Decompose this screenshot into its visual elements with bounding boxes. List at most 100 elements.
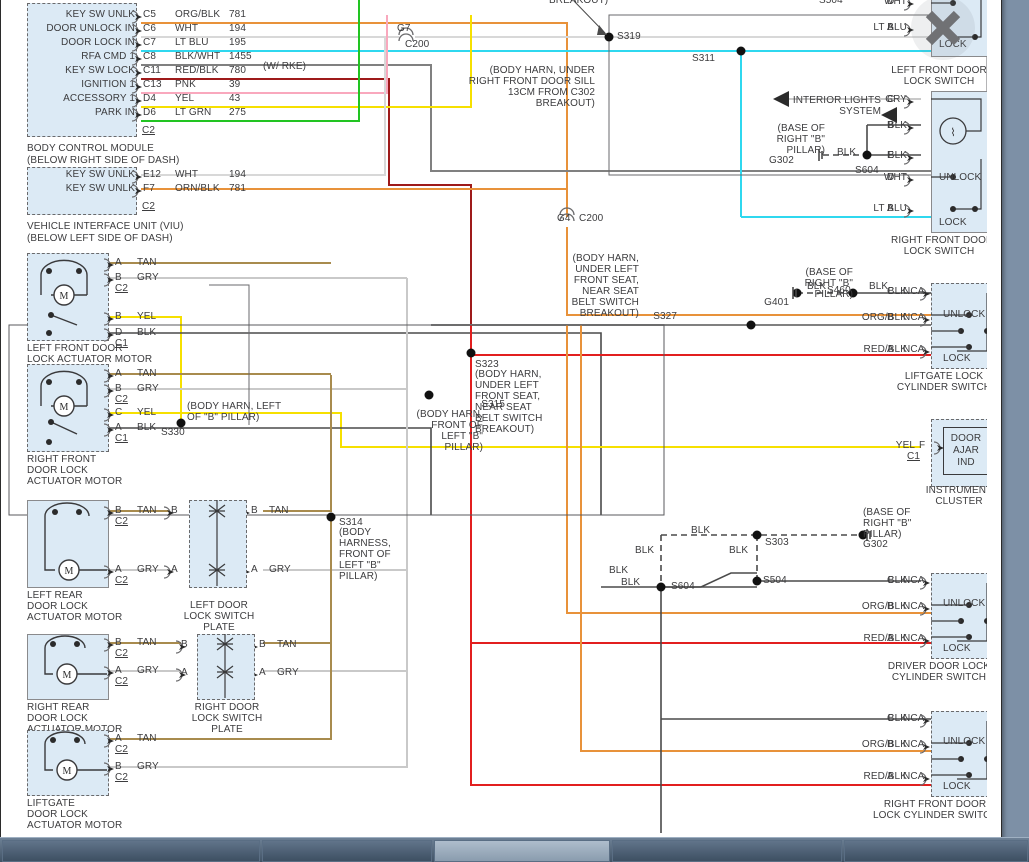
cluster-connector: C1 [907, 451, 920, 462]
driver-cyl-color-1: ORG/BLK [861, 601, 907, 612]
lg-connector-0 [103, 734, 114, 748]
rf-cyl-pin-2: A [887, 771, 894, 782]
lr-conn-0: C2 [115, 516, 128, 527]
left-switch-plate-name: LEFT DOOR LOCK SWITCH PLATE [183, 600, 255, 633]
viu-circuit-0: 194 [229, 169, 246, 180]
diagram-window: .w{fill:none;stroke-width:2;} .thin{fill… [0, 0, 1002, 841]
lsp-right-pin-0: B [251, 505, 258, 516]
liftgate-cyl-conn-1: NCA [903, 312, 925, 323]
taskbar-item-5[interactable] [844, 840, 1028, 862]
ground-wire-label-0: BLK [691, 525, 711, 536]
wiring-schematic: .w{fill:none;stroke-width:2;} .thin{fill… [8, 0, 987, 833]
bcm-pin-label-0: KEY SW UNLK [65, 9, 135, 20]
splice-id-S460: S460 [827, 285, 851, 296]
viu-name-line2: (BELOW LEFT SIDE OF DASH) [27, 233, 173, 244]
bcm-circuit-6: 43 [229, 93, 241, 104]
ground-id-G302b: G302 [863, 539, 888, 550]
bcm-pin-note-3: (W/ RKE) [263, 61, 307, 72]
vehicle-interface-unit-box[interactable] [27, 167, 137, 215]
viu-connector-pin-1 [131, 184, 142, 198]
splice-label-S327: (BODY HARN, UNDER LEFT FRONT SEAT, NEAR … [571, 253, 639, 319]
bcm-connector-pin-5 [131, 80, 142, 94]
left-front-lock-switch-name: LEFT FRONT DOOR LOCK SWITCH [891, 65, 987, 87]
rf-switch-connector-4 [903, 204, 914, 218]
lf-switch-lock-label: LOCK [939, 39, 967, 50]
taskbar-item-4[interactable] [612, 840, 842, 862]
svg-text:⌇: ⌇ [950, 127, 955, 139]
liftgate-cyl-color-0: BLK [887, 286, 907, 297]
lf-color-3: BLK [137, 327, 157, 338]
driver-cyl-conn-2: NCA [903, 633, 925, 644]
liftgate-cylinder-switch-box[interactable] [931, 283, 987, 369]
liftgate-cyl-unlock-label: UNLOCK [943, 309, 986, 320]
lf-color-1: GRY [137, 272, 159, 283]
rf-cyl-pin-1: B [887, 739, 894, 750]
cluster-pin: F [919, 440, 926, 451]
rf-switch-color-4: LT BLU [873, 203, 907, 214]
liftgate-cyl-connector-2 [919, 345, 930, 359]
bcm-wire-color-0: ORG/BLK [175, 9, 221, 20]
connector-id-C200-mid: C200 [579, 213, 604, 224]
liftgate-actuator-symbol: M [44, 731, 107, 781]
lf-connector-2 [103, 312, 114, 326]
rf-cyl-connector-1 [919, 740, 930, 754]
bcm-wire-color-1: WHT [175, 23, 199, 34]
left-front-actuator-symbol: M [40, 259, 88, 336]
ground-id-G401: G401 [764, 297, 789, 308]
lr-color-1: GRY [137, 564, 159, 575]
svg-text:M: M [65, 566, 74, 577]
lg-pin-0: A [115, 733, 122, 744]
rsp-right-pin-1: A [259, 667, 266, 678]
driver-cyl-lock-label: LOCK [943, 643, 971, 654]
splice-id-S311: S311 [691, 53, 715, 64]
lg-conn-0: C2 [115, 744, 128, 755]
right-rear-actuator-name: RIGHT REAR DOOR LOCK ACTUATOR MOTOR [27, 702, 122, 735]
taskbar-item-1[interactable] [2, 840, 260, 862]
driver-cylinder-switch-box[interactable] [931, 573, 987, 659]
lsp-right-color-0: TAN [269, 505, 289, 516]
right-front-actuator-symbol: M [40, 370, 88, 445]
left-front-actuator-name: LEFT FRONT DOOR LOCK ACTUATOR MOTOR [27, 343, 153, 365]
diagram-canvas[interactable]: .w{fill:none;stroke-width:2;} .thin{fill… [1, 0, 987, 833]
splice-id-S604-upper: S604 [855, 165, 879, 176]
rf-pin-0: A [115, 368, 122, 379]
g401-wire-label-left: BLK [807, 281, 827, 292]
liftgate-cyl-conn-2: NCA [903, 344, 925, 355]
viu-pin-label-0: KEY SW UNLK [65, 169, 135, 180]
right-front-actuator-name: RIGHT FRONT DOOR LOCK ACTUATOR MOTOR [27, 454, 123, 487]
right-switch-plate-symbol [216, 634, 234, 698]
lf-switch-pin-1: A [887, 22, 894, 33]
connector-pin-G4: G4 [557, 213, 571, 224]
lg-pin-1: B [115, 761, 122, 772]
liftgate-cyl-color-1: ORG/BLK [861, 312, 907, 323]
liftgate-cylinder-switch-name: LIFTGATE LOCK CYLINDER SWITCH [896, 371, 987, 393]
rr-color-1: GRY [137, 665, 159, 676]
lf-color-2: YEL [137, 311, 157, 322]
taskbar-item-3-active[interactable] [434, 840, 610, 862]
lf-pin-3: D [115, 327, 123, 338]
driver-cyl-conn-0: NCA [903, 575, 925, 586]
bcm-pin-label-5: IGNITION 1 [81, 79, 135, 90]
rf-cyl-connector-2 [919, 772, 930, 786]
rr-pin-1: A [115, 665, 122, 676]
left-switch-plate-symbol [208, 500, 226, 586]
splice-label-S323: (BODY HARN, UNDER LEFT FRONT SEAT, NEAR … [475, 369, 543, 435]
splice-id-S319: S319 [617, 31, 641, 42]
lf-conn-1: C2 [115, 283, 128, 294]
taskbar-item-2[interactable] [262, 840, 432, 862]
right-rear-actuator-box[interactable] [27, 634, 109, 700]
bcm-connector-label: C2 [142, 125, 155, 136]
svg-text:M: M [60, 402, 69, 413]
lr-connector-0 [103, 506, 114, 520]
viu-circuit-1: 781 [229, 183, 246, 194]
rr-connector-0 [103, 638, 114, 652]
taskbar[interactable] [0, 837, 1029, 862]
lf-conn-3: C1 [115, 338, 128, 349]
right-front-cylinder-switch-box[interactable] [931, 711, 987, 797]
bcm-pin-label-1: DOOR UNLOCK IN [46, 23, 135, 34]
rf-connector-1 [103, 384, 114, 398]
body-control-module-box[interactable] [27, 3, 137, 137]
left-door-lock-switch-plate-box[interactable] [189, 500, 247, 588]
splice-label-S315: (BODY HARN, FRONT OF LEFT "B" PILLAR) [416, 409, 483, 453]
splice-label-S314: (BODY HARNESS, FRONT OF LEFT "B" PILLAR) [339, 527, 391, 582]
